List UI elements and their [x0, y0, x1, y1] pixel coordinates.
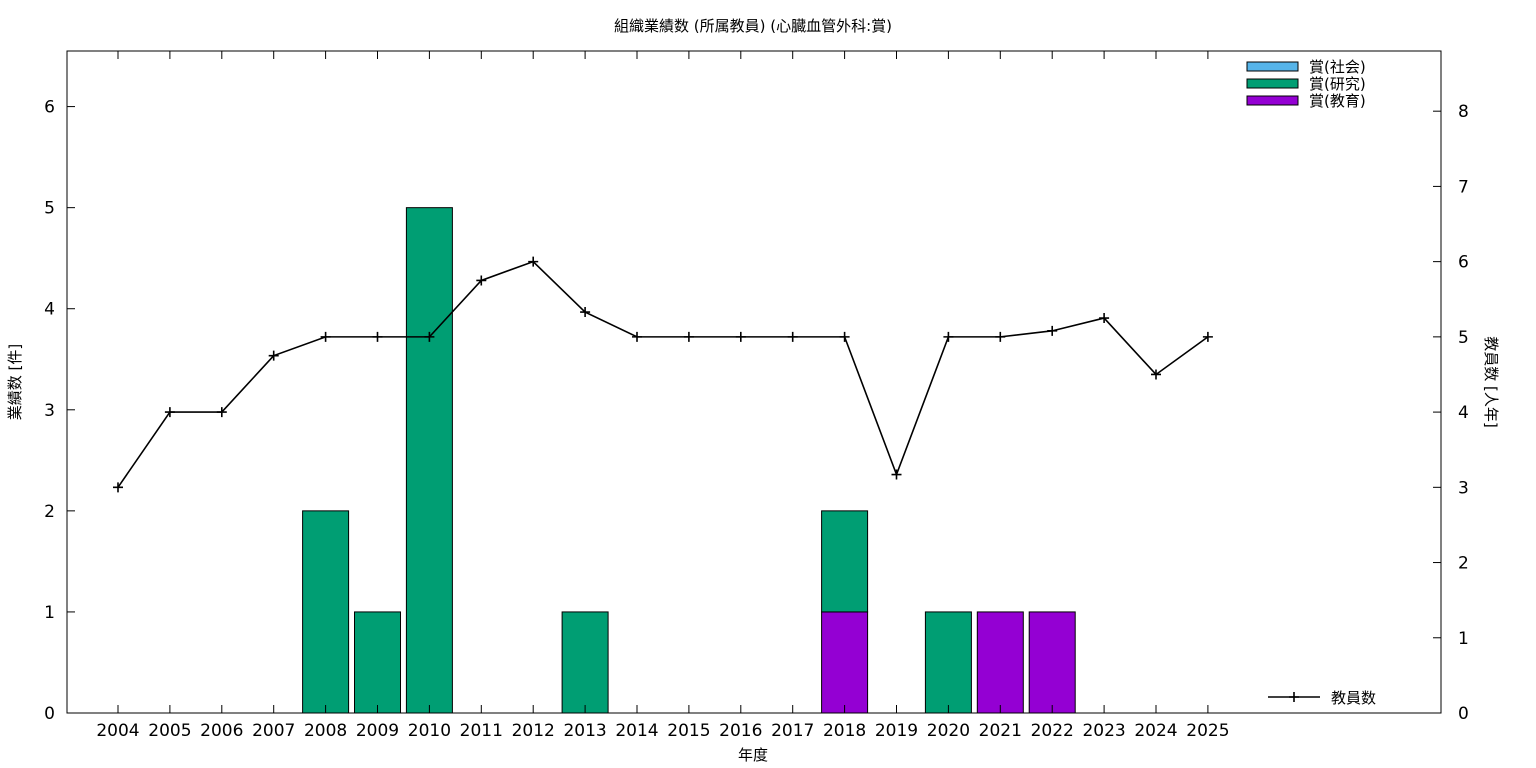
- y2-tick-label: 8: [1458, 102, 1469, 122]
- y-tick-label: 0: [44, 704, 55, 724]
- legend-swatch: [1246, 95, 1299, 106]
- bar: [924, 611, 972, 714]
- x-tick-label: 2005: [148, 721, 191, 741]
- ticks-layer: 0 1 2 3 4 5 6 0 1 2 3 4 5 6 7 8 2004 2005 2006 2007 2008 2009…: [44, 51, 1469, 741]
- line-point: [320, 331, 331, 342]
- line-point: [1151, 369, 1161, 380]
- x-tick-label: 2022: [1031, 721, 1074, 741]
- x-tick-label: 2015: [667, 721, 710, 741]
- line-point: [424, 331, 435, 342]
- y2-tick-label: 3: [1458, 478, 1469, 498]
- line-point: [839, 331, 850, 342]
- plot-frame: [66, 50, 1442, 714]
- y-axis-label: 業績数 [件]: [6, 344, 24, 420]
- line-point: [683, 331, 694, 342]
- bar: [976, 611, 1024, 714]
- line-point: [787, 331, 798, 342]
- line-point: [632, 331, 642, 342]
- y2-tick-label: 6: [1458, 253, 1469, 273]
- y2-tick-label: 0: [1458, 704, 1469, 724]
- x-tick-label: 2008: [304, 721, 347, 741]
- y-tick-label: 3: [44, 401, 55, 421]
- y2-tick-label: 1: [1458, 629, 1469, 649]
- bars-layer: [302, 207, 1076, 714]
- bar: [405, 207, 453, 714]
- bar: [302, 510, 350, 714]
- line-layer: [113, 256, 1213, 493]
- y2-tick-label: 7: [1458, 177, 1469, 197]
- y2-tick-label: 2: [1458, 554, 1469, 574]
- y2-tick-label: 4: [1458, 403, 1469, 423]
- line-point: [268, 350, 279, 361]
- x-tick-label: 2018: [823, 721, 866, 741]
- x-tick-label: 2025: [1186, 721, 1229, 741]
- y-tick-label: 1: [44, 603, 55, 623]
- x-axis-label: 年度: [738, 746, 768, 764]
- line-point: [891, 469, 902, 480]
- line-point: [1202, 331, 1213, 342]
- line-point: [216, 407, 227, 418]
- x-tick-label: 2023: [1082, 721, 1125, 741]
- legend-label: 賞(教育): [1309, 92, 1366, 110]
- series-line: [117, 260, 1209, 488]
- y2-axis-label: 教員数 [人年]: [1482, 336, 1500, 427]
- chart-title: 組織業績数 (所属教員) (心臓血管外科:賞): [614, 17, 892, 35]
- x-tick-label: 2004: [96, 721, 139, 741]
- bar: [821, 611, 869, 714]
- line-point: [943, 331, 954, 342]
- legend-swatch: [1246, 61, 1299, 72]
- bar: [821, 510, 869, 613]
- bar: [1028, 611, 1076, 714]
- legend-line-marker: [1289, 692, 1299, 702]
- x-tick-label: 2006: [200, 721, 243, 741]
- x-tick-label: 2021: [979, 721, 1022, 741]
- y2-tick-label: 5: [1458, 328, 1469, 348]
- x-tick-label: 2014: [615, 721, 658, 741]
- x-tick-label: 2012: [512, 721, 555, 741]
- line-point: [372, 331, 383, 342]
- bar: [354, 611, 401, 714]
- y-tick-label: 5: [44, 199, 55, 219]
- x-tick-label: 2011: [460, 721, 503, 741]
- x-tick-label: 2010: [408, 721, 451, 741]
- x-tick-label: 2007: [252, 721, 295, 741]
- y-tick-label: 2: [44, 502, 55, 522]
- x-tick-label: 2016: [719, 721, 762, 741]
- bar: [561, 611, 609, 714]
- x-tick-label: 2017: [771, 721, 814, 741]
- line-point: [995, 331, 1006, 342]
- y-tick-label: 6: [44, 98, 55, 118]
- legend: 賞(社会)賞(研究)賞(教育) 教員数: [1246, 58, 1376, 707]
- legend-swatch: [1246, 78, 1299, 89]
- line-point: [164, 407, 175, 418]
- line-point: [476, 275, 487, 286]
- x-tick-label: 2019: [875, 721, 918, 741]
- legend-label: 賞(社会): [1309, 58, 1366, 76]
- line-point: [580, 307, 591, 318]
- line-point: [1047, 325, 1058, 336]
- line-point: [1099, 313, 1110, 324]
- legend-line-label: 教員数: [1331, 689, 1376, 707]
- line-point: [113, 482, 123, 493]
- y-tick-label: 4: [44, 300, 55, 320]
- x-tick-label: 2009: [356, 721, 399, 741]
- line-point: [528, 256, 539, 267]
- x-tick-label: 2024: [1134, 721, 1177, 741]
- legend-label: 賞(研究): [1309, 75, 1366, 93]
- line-point: [735, 331, 746, 342]
- x-tick-label: 2020: [927, 721, 970, 741]
- x-tick-label: 2013: [563, 721, 606, 741]
